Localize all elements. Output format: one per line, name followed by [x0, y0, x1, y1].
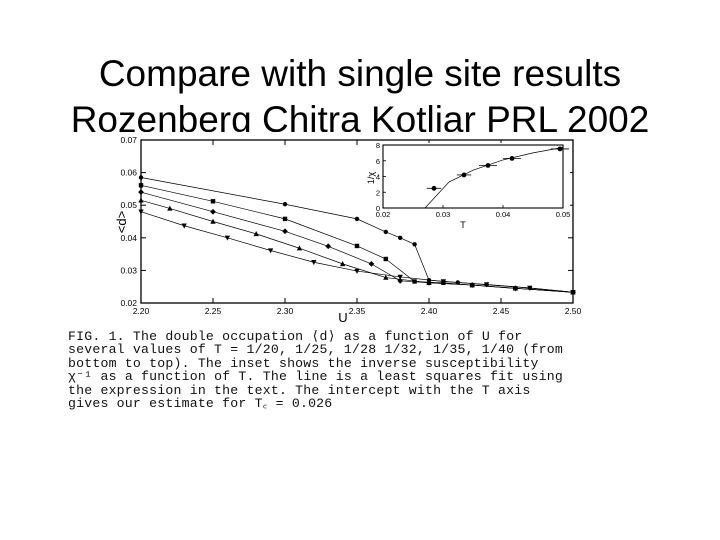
inset-plot: 0.02 0.03 0.04 0.05 0 2 4 6 8 T 1/χ [366, 141, 570, 230]
inset-ticks [382, 144, 564, 209]
inset-y-axis-label: 1/χ [366, 172, 376, 185]
data-point [483, 282, 490, 288]
data-point [461, 172, 467, 178]
data-point [282, 228, 288, 235]
data-point [138, 209, 144, 215]
data-point [354, 216, 360, 222]
inset-x-tick-label: 0.05 [556, 210, 571, 219]
data-point [426, 279, 432, 285]
caption-line: χ⁻¹ as a function of T. The line is a le… [68, 370, 563, 384]
data-point [282, 202, 288, 207]
inset-series [424, 146, 569, 209]
data-point [368, 261, 375, 267]
data-point [354, 268, 360, 274]
data-point [210, 218, 216, 224]
y-tick-label: 0.04 [120, 233, 137, 243]
data-point [440, 279, 447, 285]
inset-background [379, 143, 570, 215]
data-point [210, 199, 216, 204]
data-point [138, 183, 144, 188]
data-point [325, 243, 332, 250]
data-point [557, 146, 563, 152]
x-tick-label: 2.30 [277, 306, 294, 316]
x-tick-label: 2.20 [133, 306, 150, 316]
inset-y-tick-label: 6 [376, 157, 380, 166]
caption-line: gives our estimate for T꜀ = 0.026 [68, 396, 333, 411]
data-point [224, 235, 231, 241]
slide-title-line-2: Rozenberg Chitra Kotliar PRL 2002 [70, 99, 650, 132]
data-point [509, 155, 515, 161]
data-point [431, 185, 437, 191]
caption-line: several values of T = 1/20, 1/25, 1/28 1… [68, 343, 563, 357]
x-tick-label: 2.35 [349, 306, 366, 316]
data-point [469, 282, 475, 288]
inset-y-tick-label: 8 [376, 141, 380, 150]
x-tick-label: 2.45 [493, 306, 510, 316]
data-point [253, 231, 259, 237]
data-point [282, 216, 288, 222]
y-tick-label: 0.07 [120, 135, 137, 145]
x-tick-label: 2.25 [205, 306, 222, 316]
main-series [138, 175, 576, 296]
main-tick-labels: 2.20 2.25 2.30 2.35 2.40 2.45 2.50 0.02 0.03 0.04… [120, 135, 581, 316]
caption-line: bottom to top). The inset shows the inve… [68, 356, 539, 371]
x-tick-label: 2.40 [421, 306, 438, 316]
data-point [512, 285, 519, 291]
data-point [296, 245, 303, 251]
y-tick-label: 0.05 [120, 200, 137, 210]
data-point [412, 242, 417, 247]
series-line [140, 211, 574, 293]
y-tick-label: 0.06 [120, 168, 137, 178]
data-point [383, 229, 388, 235]
inset-tick-labels: 0.02 0.03 0.04 0.05 0 2 4 6 8 [376, 141, 571, 219]
main-x-axis-label: U [338, 310, 347, 325]
data-point [311, 260, 317, 266]
data-point [138, 175, 144, 180]
data-point [383, 256, 388, 262]
x-tick-label: 2.50 [565, 306, 582, 316]
data-point [167, 205, 173, 211]
y-tick-label: 0.02 [120, 298, 137, 308]
inset-y-tick-label: 4 [376, 173, 380, 182]
figure-caption: FIG. 1. The double occupation ⟨d⟩ as a f… [68, 330, 574, 410]
inset-x-tick-label: 0.04 [496, 210, 511, 219]
inset-x-tick-label: 0.03 [436, 210, 451, 219]
inset-x-tick-label: 0.02 [376, 210, 391, 219]
data-point [267, 248, 274, 254]
data-point [570, 290, 576, 296]
data-point [138, 197, 144, 203]
inset-y-tick-label: 0 [376, 204, 380, 213]
main-y-axis-label: <d> [114, 211, 129, 233]
data-point [485, 163, 491, 168]
data-point [181, 223, 187, 229]
inset-y-tick-label: 2 [376, 188, 380, 197]
main-plot: 2.20 2.25 2.30 2.35 2.40 2.45 2.50 0.02 0.03 0.04… [114, 135, 582, 325]
data-point [398, 235, 403, 240]
data-point [397, 274, 403, 280]
main-ticks [140, 139, 574, 304]
series-triangle-down [138, 209, 576, 296]
data-point [527, 285, 533, 291]
data-point [383, 274, 389, 280]
data-point [397, 277, 404, 284]
caption-line: FIG. 1. The double occupation ⟨d⟩ as a f… [68, 330, 523, 344]
inset-x-axis-label: T [460, 220, 466, 230]
data-point [210, 208, 216, 215]
data-point [138, 189, 144, 196]
caption-line: the expression in the text. The intercep… [68, 383, 531, 397]
slide-title-line-1: Compare with single site results [98, 53, 622, 94]
data-point [354, 243, 360, 249]
data-point [339, 261, 346, 267]
y-tick-label: 0.03 [120, 265, 137, 275]
